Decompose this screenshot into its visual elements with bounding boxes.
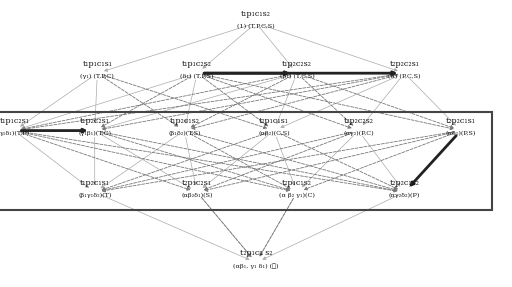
- Text: t₂p₁c₁s₂: t₂p₁c₁s₂: [282, 179, 312, 187]
- Text: (αγ₂)(P,C): (αγ₂)(P,C): [343, 131, 374, 136]
- Text: (α) (P,C,S): (α) (P,C,S): [388, 74, 421, 79]
- Text: (αδ₁)(P,S): (αδ₁)(P,S): [445, 131, 476, 136]
- Text: (γ₁β₁)(T,C): (γ₁β₁)(T,C): [78, 131, 111, 136]
- Text: (αβ₂)(C,S): (αβ₂)(C,S): [258, 131, 290, 136]
- Text: t₂p₁c₁s₁: t₂p₁c₁s₁: [259, 117, 289, 125]
- Text: (1) (T,P,C,S): (1) (T,P,C,S): [237, 24, 275, 29]
- Text: t₂p₂c₂s₁: t₂p₂c₂s₁: [390, 60, 419, 68]
- Text: t₁p₁c₂s₂: t₁p₁c₂s₂: [182, 60, 212, 68]
- Text: t₂p₁c₂ s₂: t₂p₁c₂ s₂: [240, 249, 272, 257]
- Text: (αγ₂δ₂)(P): (αγ₂δ₂)(P): [389, 193, 420, 198]
- Text: t₂p₂c₁s₂: t₂p₂c₁s₂: [390, 179, 419, 187]
- Text: (α β₂ γ₁)(C): (α β₂ γ₁)(C): [279, 193, 315, 198]
- Text: t₁p₂c₂s₁: t₁p₂c₂s₁: [80, 117, 110, 125]
- Text: t₂p₁c₂s₁: t₂p₁c₂s₁: [182, 179, 212, 187]
- Text: t₁p₂c₁s₂: t₁p₂c₁s₂: [169, 117, 199, 125]
- Text: (δ₁) (T,P,S): (δ₁) (T,P,S): [180, 74, 214, 79]
- Text: (αβ₂δ₁)(S): (αβ₂δ₁)(S): [181, 193, 213, 198]
- Text: (αβ₁, γ₁ δ₁) (∅): (αβ₁, γ₁ δ₁) (∅): [233, 263, 279, 269]
- Text: t₁p₂c₁s₁: t₁p₂c₁s₁: [80, 179, 110, 187]
- Text: t₂p₂c₁s₁: t₂p₂c₁s₁: [446, 117, 476, 125]
- Text: γ₁δ₁)(T,P): γ₁δ₁)(T,P): [0, 131, 29, 136]
- Text: (β₁) (T,C,S): (β₁) (T,C,S): [280, 74, 314, 79]
- Bar: [0, 112, 492, 210]
- Text: t₁p₁c₁s₂: t₁p₁c₁s₂: [241, 10, 271, 18]
- Text: (γ₁) (T,P,C): (γ₁) (T,P,C): [80, 74, 114, 79]
- Text: (β₁δ₂)(T,S): (β₁δ₂)(T,S): [168, 131, 201, 136]
- Text: (β₁γ₁δ₂)(T): (β₁γ₁δ₂)(T): [78, 193, 112, 198]
- Text: t₁p₁c₁s₁: t₁p₁c₁s₁: [82, 60, 112, 68]
- Text: t₁p₂c₂s₂: t₁p₂c₂s₂: [282, 60, 312, 68]
- Text: t₂p₂c₂s₂: t₂p₂c₂s₂: [344, 117, 373, 125]
- Text: t₁p₁c₂s₁: t₁p₁c₂s₁: [0, 117, 29, 125]
